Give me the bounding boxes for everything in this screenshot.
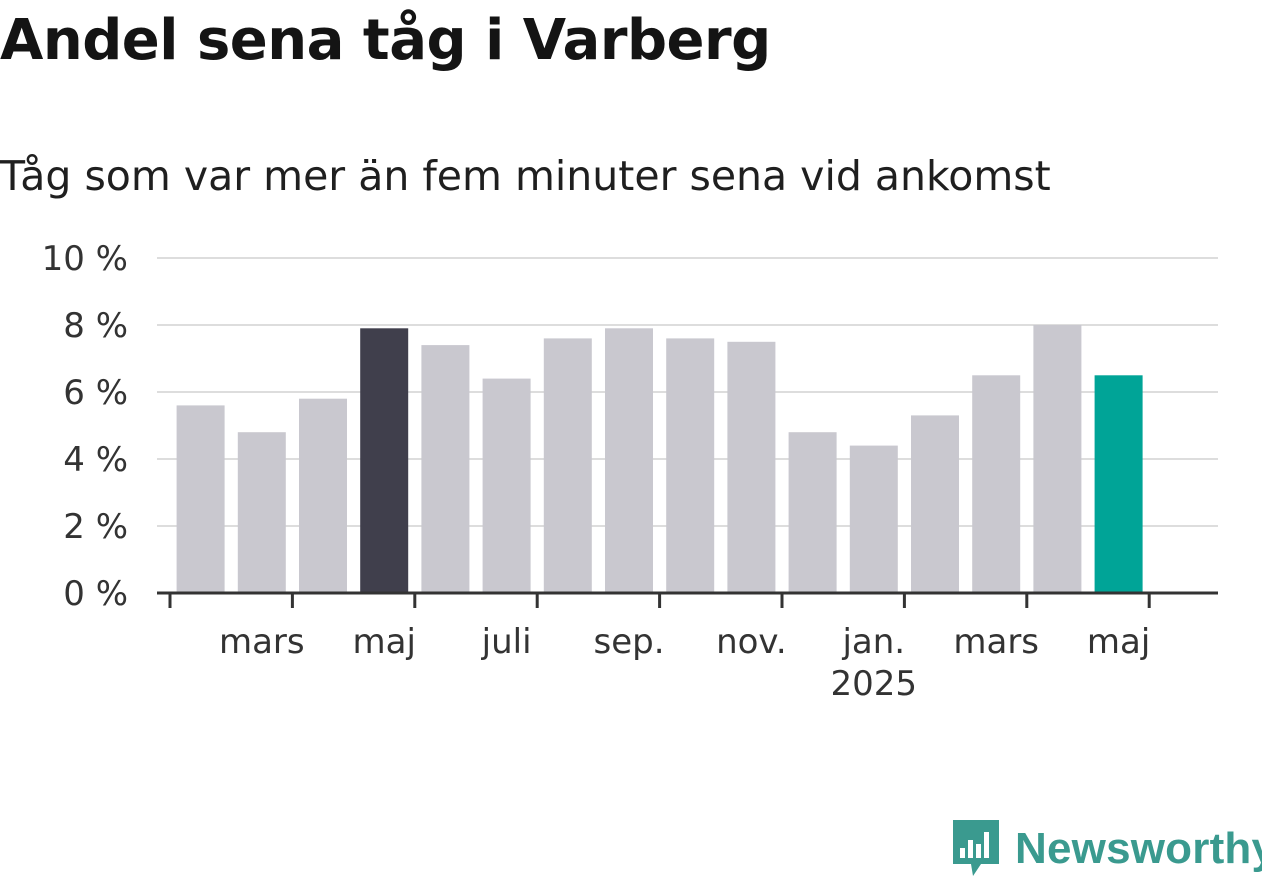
y-tick-label: 0 %	[63, 574, 128, 614]
x-tick-label: juli	[481, 622, 532, 662]
x-tick-label: mars	[219, 622, 305, 662]
x-tick-label: nov.	[716, 622, 787, 662]
bar-feb-2024	[176, 405, 225, 593]
bar-sep-2024	[605, 328, 653, 593]
x-tick-label: sep.	[593, 622, 664, 662]
x-axis-tick-labels: mars maj juli sep. nov. jan. 2025 mars maj	[219, 622, 1150, 704]
bar-apr-2024	[299, 398, 347, 593]
bar-okt-2024	[666, 338, 715, 593]
x-tick-label: maj	[1087, 622, 1150, 662]
bars	[176, 325, 1143, 594]
x-axis	[157, 591, 1218, 608]
bar-feb-2025	[911, 415, 959, 593]
bar-dec-2024	[788, 432, 837, 593]
y-axis-tick-labels: 0 % 2 % 4 % 6 % 8 % 10 %	[42, 239, 128, 614]
bar-aug-2024	[543, 338, 592, 593]
y-tick-label: 8 %	[63, 306, 128, 346]
bar-maj-2025	[1094, 375, 1143, 594]
bar-mars-2024	[237, 432, 286, 593]
y-tick-label: 2 %	[63, 507, 128, 547]
y-tick-label: 10 %	[42, 239, 128, 279]
y-tick-label: 6 %	[63, 373, 128, 413]
x-tick-label: maj	[352, 622, 415, 662]
bar-jan-2025	[849, 445, 898, 593]
y-tick-label: 4 %	[63, 440, 128, 480]
bar-juli-2024	[482, 378, 531, 593]
brand-footer[interactable]: Newsworthy	[951, 818, 1262, 880]
chart-title: Andel sena tåg i Varberg	[0, 8, 771, 73]
chart-subtitle: Tåg som var mer än fem minuter sena vid …	[0, 152, 1051, 200]
bar-chart-speech-bubble-icon	[953, 820, 999, 876]
x-tick-label: jan. 2025	[831, 622, 918, 704]
brand-name: Newsworthy	[1015, 824, 1262, 873]
bar-mars-2025	[972, 375, 1021, 594]
bar-nov-2024	[727, 341, 776, 594]
x-tick-label: mars	[953, 622, 1039, 662]
bar-maj-2024	[360, 328, 409, 593]
bar-juni-2024	[421, 345, 470, 593]
bar-apr-2025	[1033, 325, 1082, 593]
